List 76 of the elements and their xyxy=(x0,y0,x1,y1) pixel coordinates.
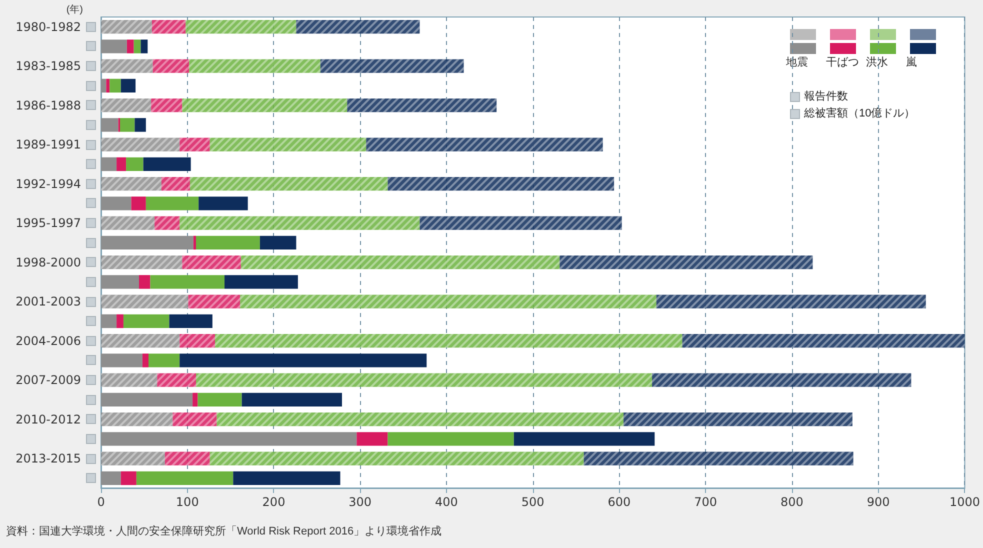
bar xyxy=(356,432,388,446)
bar xyxy=(169,314,212,328)
y-tick-label: 1986-1988 xyxy=(16,98,81,112)
bar xyxy=(180,354,427,368)
y-tick-label: 2001-2003 xyxy=(16,294,81,309)
bar xyxy=(131,196,146,210)
bar xyxy=(126,40,134,54)
bar xyxy=(120,78,136,93)
bar xyxy=(101,354,142,368)
bar xyxy=(198,196,248,210)
bar xyxy=(143,157,191,172)
bar xyxy=(126,157,144,172)
bar xyxy=(139,275,150,289)
y-tick-label: 2013-2015 xyxy=(16,452,81,466)
bar xyxy=(101,118,118,132)
bar xyxy=(106,78,110,93)
bar xyxy=(192,392,198,407)
bar xyxy=(134,118,146,132)
bar xyxy=(388,432,514,446)
legend-label: 洪水 xyxy=(866,56,888,68)
y-tick-label: 2007-2009 xyxy=(16,373,81,388)
x-tick-label: 200 xyxy=(262,495,286,509)
bar xyxy=(260,236,296,250)
bar xyxy=(101,314,117,328)
bar xyxy=(198,392,242,407)
y-tick-label: 2010-2012 xyxy=(16,412,81,426)
y-tick-label: 1983-1985 xyxy=(16,59,81,74)
y-tick-label: 1998-2000 xyxy=(16,255,81,270)
text: 資料：国連大学環境・人間の安全保障研究所「World Risk Report 2016」より環境省作成 xyxy=(6,524,442,538)
x-tick-label: 400 xyxy=(435,495,458,509)
bar xyxy=(116,314,124,328)
bar xyxy=(101,432,357,446)
bar xyxy=(101,40,127,54)
bar xyxy=(196,236,260,250)
x-tick-label: 800 xyxy=(780,495,804,509)
x-tick-label: 0 xyxy=(97,495,105,509)
bar xyxy=(140,40,148,54)
bar xyxy=(101,78,106,93)
y-axis-title: (年) xyxy=(66,4,83,16)
x-tick-label: 900 xyxy=(866,495,890,509)
x-tick-label: 600 xyxy=(608,495,631,509)
bar xyxy=(101,236,194,250)
y-tick-label: 2004-2006 xyxy=(16,334,81,348)
bar xyxy=(101,471,121,486)
bar xyxy=(136,471,234,486)
y-tick-label: 1992-1994 xyxy=(16,176,81,191)
bar xyxy=(101,392,193,407)
bar xyxy=(150,275,225,289)
legend-label: 干ばつ xyxy=(826,56,859,68)
bar xyxy=(120,118,135,132)
bar xyxy=(193,236,196,250)
x-tick-label: 300 xyxy=(348,495,372,509)
bar xyxy=(224,275,298,289)
bar xyxy=(142,354,149,368)
bar xyxy=(110,78,121,93)
y-tick-label: 1995-1997 xyxy=(16,216,81,230)
bar xyxy=(116,157,126,172)
bar xyxy=(233,471,340,486)
bar xyxy=(134,40,141,54)
bar xyxy=(123,314,170,328)
y-tick-label: 1980-1982 xyxy=(16,20,81,34)
legend-label: 嵐 xyxy=(906,56,917,68)
bar xyxy=(148,354,180,368)
x-tick-label: 100 xyxy=(176,495,199,509)
x-tick-label: 500 xyxy=(521,495,544,509)
bar xyxy=(101,157,117,172)
annotation: 報告件数 xyxy=(804,90,848,102)
x-tick-label: 700 xyxy=(694,495,718,509)
bar xyxy=(120,471,136,486)
x-tick-label: 1000 xyxy=(949,495,980,509)
bar xyxy=(242,392,342,407)
bar xyxy=(514,432,655,446)
bar xyxy=(101,275,140,289)
bar xyxy=(101,196,132,210)
y-tick-label: 1989-1991 xyxy=(16,138,81,152)
bar xyxy=(146,196,199,210)
